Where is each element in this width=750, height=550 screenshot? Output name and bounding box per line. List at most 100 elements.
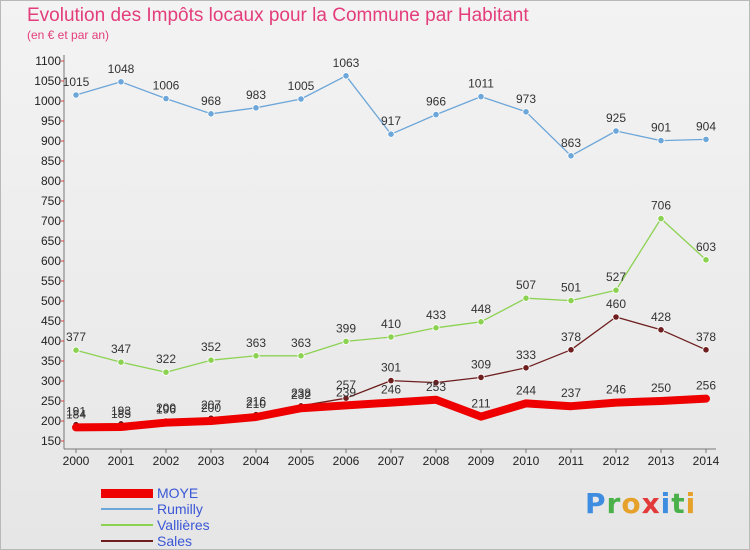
brand-logo: Proxiti (585, 487, 696, 520)
chart-subtitle: (en € et par an) (27, 28, 110, 42)
data-label-sales: 460 (606, 297, 626, 311)
x-tick-label: 2005 (288, 454, 315, 468)
brand-letter: t (671, 487, 686, 520)
data-label-moye: 232 (291, 388, 311, 402)
y-tick-label: 500 (41, 294, 61, 308)
data-label-vallieres: 603 (696, 240, 716, 254)
data-label-rumilly: 1063 (333, 56, 360, 70)
legend-label: Vallières (157, 517, 210, 533)
data-point-rumilly (207, 110, 215, 118)
data-label-moye: 196 (156, 403, 176, 417)
data-label-moye: 237 (561, 386, 581, 400)
y-tick-label: 950 (41, 114, 61, 128)
data-label-vallieres: 527 (606, 270, 626, 284)
data-label-rumilly: 968 (201, 94, 221, 108)
data-label-moye: 250 (651, 381, 671, 395)
data-point-rumilly (477, 93, 485, 101)
brand-letter: x (641, 487, 661, 520)
x-tick-label: 2011 (558, 454, 584, 468)
x-tick-label: 2009 (468, 454, 495, 468)
data-point-rumilly (612, 127, 620, 135)
y-tick-label: 600 (41, 254, 61, 268)
y-tick-label: 650 (41, 234, 61, 248)
data-point-vallieres (477, 318, 485, 326)
data-label-vallieres: 410 (381, 317, 401, 331)
data-label-rumilly: 925 (606, 111, 626, 125)
y-tick-label: 1050 (34, 74, 61, 88)
data-label-vallieres: 377 (66, 330, 86, 344)
data-point-vallieres (117, 358, 125, 366)
data-label-vallieres: 347 (111, 342, 131, 356)
data-label-vallieres: 507 (516, 278, 536, 292)
data-label-vallieres: 448 (471, 302, 491, 316)
data-label-moye: 210 (246, 397, 266, 411)
data-point-vallieres (567, 296, 575, 305)
chart-title: Evolution des Impôts locaux pour la Comm… (27, 5, 529, 26)
data-label-vallieres: 706 (651, 199, 671, 213)
data-point-rumilly (567, 152, 575, 160)
brand-letter: i (685, 487, 697, 520)
data-point-vallieres (432, 324, 440, 332)
data-label-rumilly: 966 (426, 95, 446, 109)
data-point-vallieres (72, 346, 80, 354)
data-point-vallieres (342, 337, 350, 345)
brand-letter: i (660, 487, 672, 520)
data-point-rumilly (297, 95, 305, 103)
y-tick-label: 1100 (35, 54, 61, 68)
legend-swatch (101, 508, 153, 510)
data-point-vallieres (297, 352, 305, 360)
x-tick-label: 2008 (423, 454, 450, 468)
data-label-vallieres: 322 (156, 352, 176, 366)
legend-label: MOYE (157, 485, 199, 501)
data-point-sales (432, 378, 440, 387)
data-label-sales: 301 (381, 361, 401, 375)
data-label-moye: 246 (606, 383, 626, 397)
data-point-sales (477, 373, 485, 381)
data-point-rumilly (432, 111, 440, 119)
data-point-vallieres (387, 333, 395, 341)
data-point-sales (522, 364, 530, 372)
legend-item-moye: MOYE (101, 485, 210, 501)
data-label-rumilly: 904 (696, 119, 716, 133)
y-tick-label: 1000 (34, 94, 61, 108)
data-label-sales: 200 (156, 401, 176, 415)
data-point-vallieres (252, 352, 260, 360)
data-label-sales: 207 (201, 398, 221, 412)
x-tick-label: 2010 (513, 454, 540, 468)
legend: MOYE Rumilly Vallières Sales (101, 485, 210, 549)
data-label-moye: 200 (201, 401, 221, 415)
data-label-vallieres: 363 (246, 336, 266, 350)
data-label-rumilly: 1005 (288, 79, 315, 93)
data-label-moye: 253 (426, 380, 446, 394)
data-point-vallieres (207, 356, 215, 364)
data-label-moye: 184 (66, 407, 86, 421)
x-tick-label: 2000 (63, 454, 90, 468)
data-label-sales: 193 (111, 404, 131, 418)
x-tick-label: 2013 (648, 454, 675, 468)
x-tick-label: 2006 (333, 454, 360, 468)
data-label-vallieres: 433 (426, 308, 446, 322)
data-point-rumilly (72, 91, 80, 99)
data-label-vallieres: 399 (336, 321, 356, 335)
brand-letter: o (621, 487, 642, 520)
data-point-vallieres (657, 215, 665, 223)
data-point-sales (567, 346, 575, 354)
data-label-rumilly: 973 (516, 92, 536, 106)
data-label-moye: 211 (471, 397, 490, 411)
brand-letter: r (606, 487, 622, 520)
x-tick-label: 2004 (243, 454, 270, 468)
data-label-sales: 309 (471, 357, 491, 371)
data-point-vallieres (522, 294, 530, 302)
y-tick-label: 700 (41, 214, 61, 228)
x-tick-label: 2012 (603, 454, 630, 468)
data-label-moye: 256 (696, 379, 716, 393)
data-label-moye: 244 (516, 383, 536, 397)
data-label-moye: 185 (111, 407, 131, 421)
y-tick-label: 350 (41, 354, 61, 368)
x-tick-label: 2003 (198, 454, 225, 468)
data-label-sales: 333 (516, 348, 536, 362)
y-tick-label: 150 (41, 434, 61, 448)
y-tick-label: 200 (41, 414, 61, 428)
legend-item-rumilly: Rumilly (101, 501, 210, 517)
